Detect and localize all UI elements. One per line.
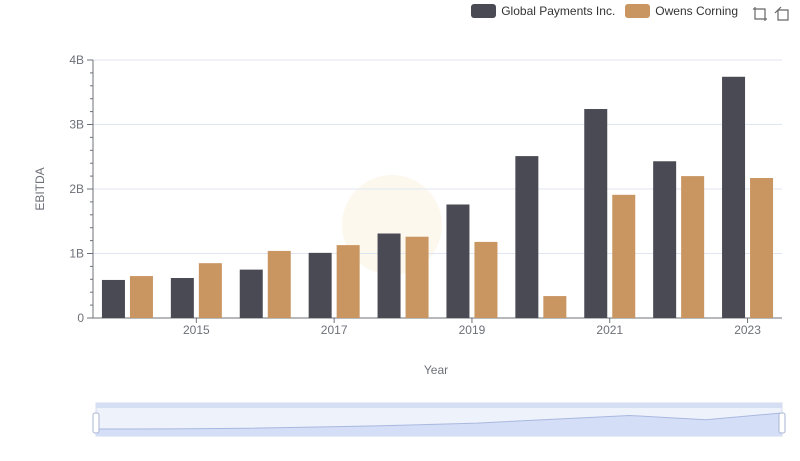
datazoom-handle-left[interactable] (92, 412, 100, 434)
bar-owens-corning-2014[interactable] (129, 276, 153, 318)
bar-global-payments-2020[interactable] (515, 156, 539, 318)
x-tick-label: 2019 (459, 323, 486, 337)
bar-owens-corning-2016[interactable] (267, 250, 291, 318)
bar-owens-corning-2020[interactable] (543, 296, 567, 318)
bar-global-payments-2016[interactable] (239, 269, 263, 318)
legend-label: Global Payments Inc. (501, 4, 616, 18)
y-tick-label: 3B (69, 118, 84, 132)
y-axis-label: EBITDA (33, 167, 47, 210)
bar-global-payments-2015[interactable] (170, 278, 194, 318)
bar-owens-corning-2015[interactable] (198, 263, 222, 318)
y-tick-label: 4B (69, 53, 84, 67)
x-tick-label: 2021 (596, 323, 623, 337)
datazoom-line (95, 412, 783, 430)
bar-owens-corning-2018[interactable] (405, 236, 429, 318)
bar-global-payments-2019[interactable] (446, 204, 470, 318)
reset-icon[interactable] (774, 6, 790, 22)
bar-global-payments-2018[interactable] (377, 233, 401, 318)
bar-global-payments-2022[interactable] (653, 161, 677, 318)
zoom-icon[interactable] (752, 6, 768, 22)
x-tick-label: 2023 (734, 323, 761, 337)
bar-global-payments-2017[interactable] (308, 252, 332, 318)
legend-item-1[interactable]: Owens Corning (625, 4, 738, 18)
legend-swatch (471, 4, 497, 18)
y-tick-label: 2B (69, 182, 84, 196)
y-tick-label: 0 (77, 311, 84, 325)
datazoom-handle-right[interactable] (778, 412, 786, 434)
legend-item-0[interactable]: Global Payments Inc. (471, 4, 615, 18)
x-tick-label: 2017 (321, 323, 348, 337)
bar-owens-corning-2023[interactable] (750, 178, 774, 318)
datazoom-top-bar[interactable] (96, 403, 782, 408)
y-tick-label: 1B (69, 247, 84, 261)
bar-global-payments-2014[interactable] (101, 279, 125, 318)
legend: Global Payments Inc. Owens Corning (471, 4, 738, 18)
bar-owens-corning-2021[interactable] (612, 194, 636, 318)
bar-owens-corning-2022[interactable] (681, 176, 705, 318)
bar-global-payments-2023[interactable] (722, 76, 746, 319)
bar-global-payments-2021[interactable] (584, 109, 608, 319)
legend-swatch (625, 4, 651, 18)
x-tick-label: 2015 (183, 323, 210, 337)
bar-owens-corning-2019[interactable] (474, 241, 498, 318)
toolbox (752, 6, 790, 22)
x-axis-label: Year (424, 363, 448, 377)
legend-label: Owens Corning (655, 4, 738, 18)
bar-owens-corning-2017[interactable] (336, 245, 360, 318)
